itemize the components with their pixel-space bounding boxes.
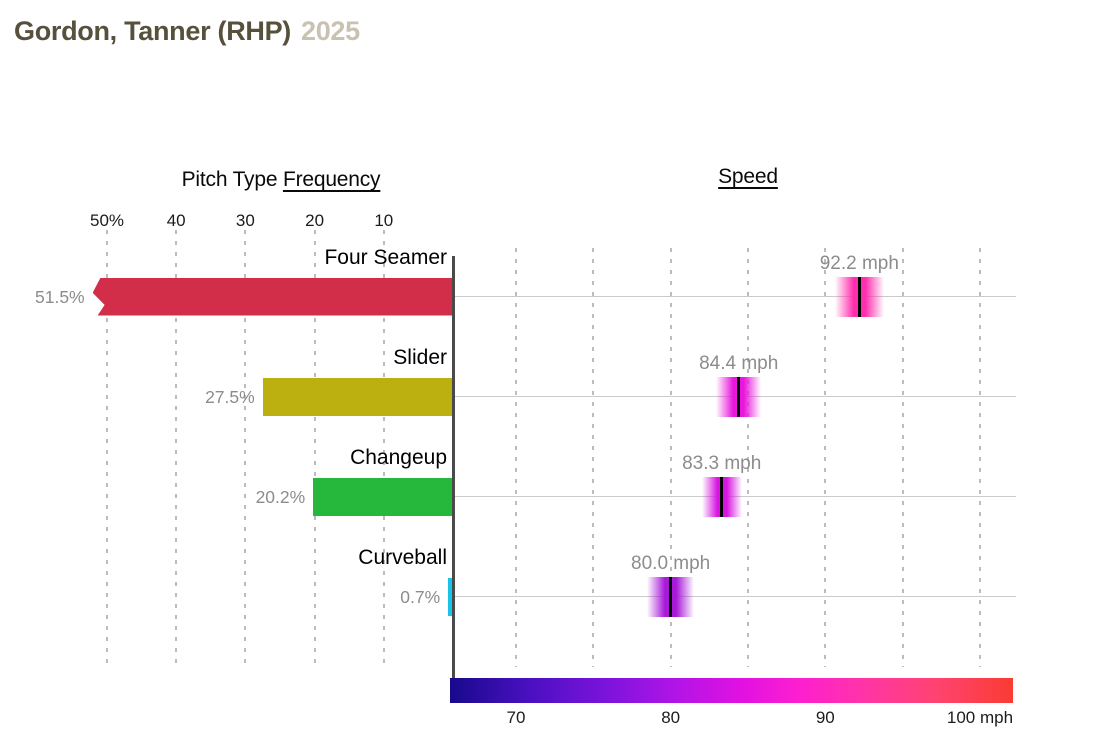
frequency-bar (262, 377, 453, 416)
frequency-axis-tick-label: 10 (374, 211, 394, 230)
frequency-value-label: 0.7% (400, 586, 441, 607)
frequency-axis-tick-label: 20 (305, 211, 325, 230)
pitch-label: Changeup (350, 445, 447, 469)
season-label: 2025 (301, 16, 360, 46)
player-name: Gordon, Tanner (RHP) (14, 16, 291, 46)
speed-median-line (858, 276, 861, 317)
pitch-label: Four Seamer (324, 245, 447, 269)
frequency-axis-tick-label: 50% (89, 211, 125, 230)
speed-value-label: 83.3 mph (682, 452, 762, 474)
speed-gridline (901, 248, 904, 667)
frequency-axis-line (452, 256, 455, 678)
speed-gridline (824, 248, 827, 667)
frequency-gridline (175, 230, 178, 663)
frequency-value-label: 51.5% (35, 286, 85, 307)
frequency-gridline (382, 230, 385, 663)
frequency-axis-tick-label: 30 (235, 211, 255, 230)
pitch-label: Slider (393, 345, 447, 369)
frequency-gridline (106, 230, 108, 663)
speed-gridline (978, 248, 981, 667)
speed-value-label: 92.2 mph (819, 252, 899, 274)
speed-median-line (669, 576, 672, 617)
frequency-value-label: 27.5% (205, 386, 255, 407)
speed-gridline (592, 248, 595, 667)
frequency-bar (448, 577, 453, 616)
speed-median-line (720, 476, 723, 517)
colorbar-tick-label: 100 mph (946, 708, 1014, 727)
frequency-axis-tick-label: 40 (166, 211, 186, 230)
frequency-gridline (313, 230, 316, 663)
speed-median-line (737, 376, 740, 417)
frequency-value-label: 20.2% (255, 486, 306, 507)
speed-gridline (669, 248, 672, 667)
speed-value-label: 80.0 mph (631, 552, 711, 574)
colorbar-tick-label: 80 (661, 708, 681, 727)
frequency-heading-link[interactable]: Frequency (282, 168, 381, 191)
colorbar-tick-label: 90 (815, 708, 835, 727)
speed-colorbar (450, 678, 1013, 703)
frequency-bar (313, 477, 453, 516)
speed-panel-heading: Speed (648, 165, 848, 189)
row-baseline (453, 595, 1016, 598)
frequency-bar (92, 277, 453, 316)
colorbar-tick-label: 70 (506, 708, 526, 727)
frequency-panel-heading: Pitch Type Frequency (131, 168, 431, 192)
frequency-heading-plain: Pitch Type (181, 168, 283, 191)
speed-value-label: 84.4 mph (699, 352, 779, 374)
frequency-gridline (244, 230, 247, 663)
speed-heading-link[interactable]: Speed (718, 165, 778, 188)
speed-gridline (746, 248, 749, 667)
pitch-label: Curveball (358, 545, 447, 569)
page-title: Gordon, Tanner (RHP) 2025 (14, 16, 360, 47)
row-baseline (453, 295, 1016, 298)
speed-gridline (515, 248, 517, 667)
